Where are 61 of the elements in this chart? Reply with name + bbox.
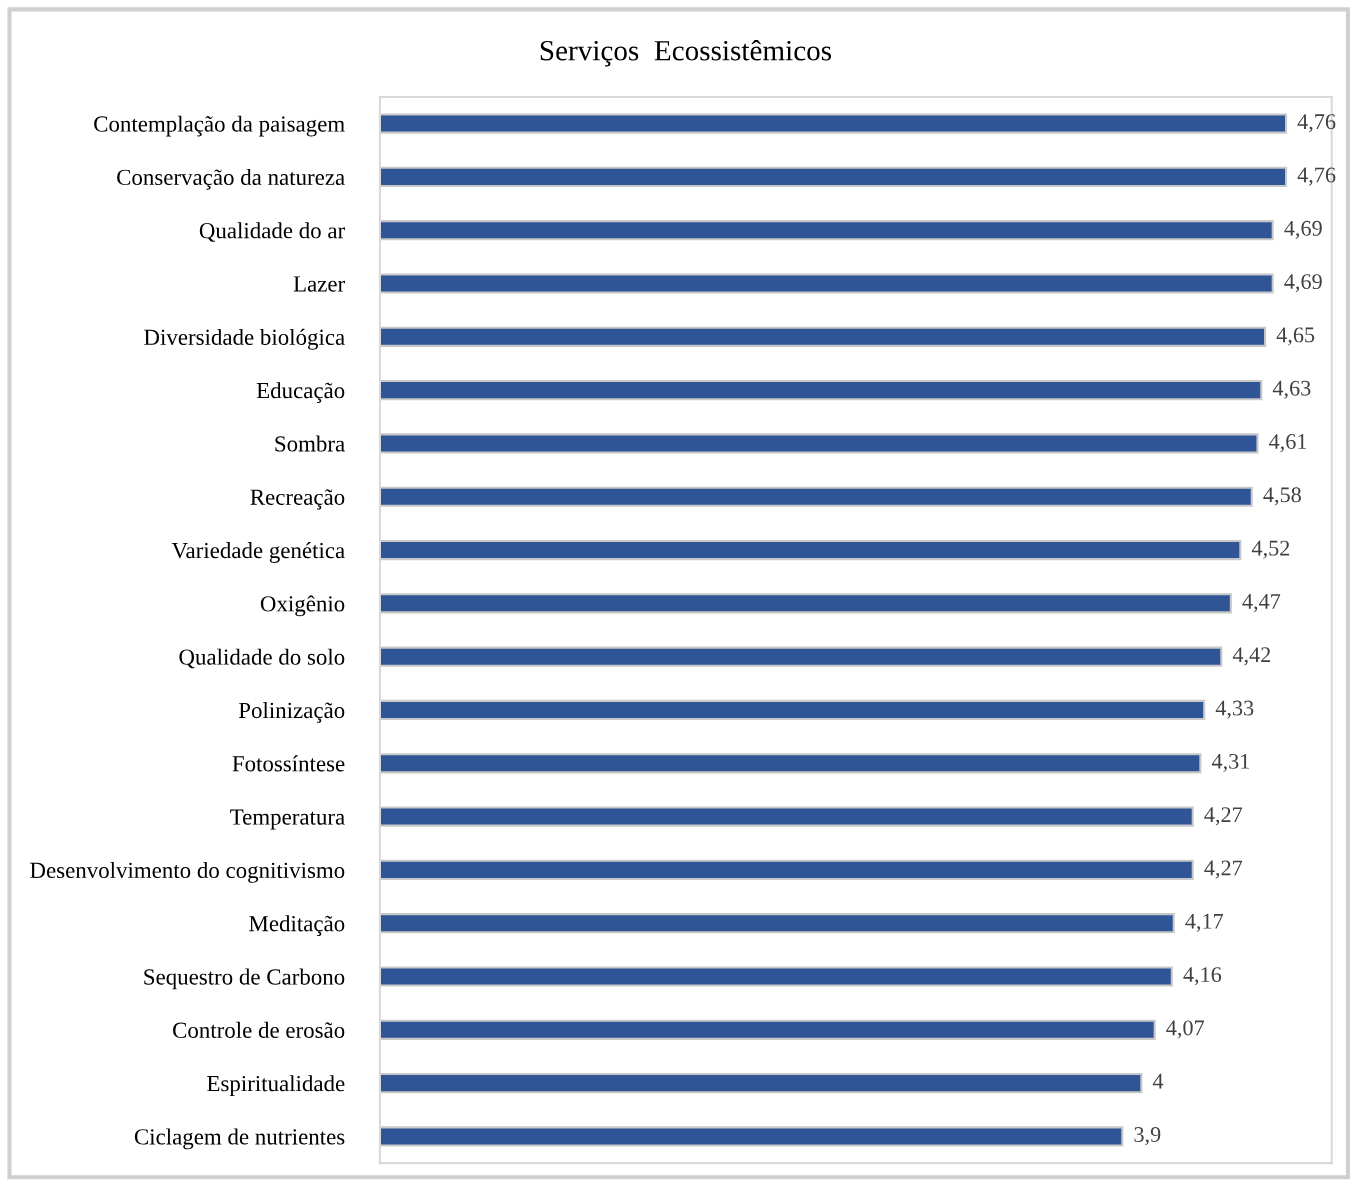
y-tick-label: Lazer bbox=[293, 276, 345, 292]
bar bbox=[379, 913, 1175, 934]
y-tick-label: Meditação bbox=[249, 915, 345, 937]
bar bbox=[379, 699, 1206, 721]
bar bbox=[379, 326, 1267, 347]
y-tick-label: Variedade genética bbox=[171, 542, 345, 563]
data-label: 4,58 bbox=[1263, 487, 1301, 506]
data-label: 3,9 bbox=[1134, 1127, 1161, 1146]
bar bbox=[379, 433, 1259, 454]
y-tick-label: Qualidade do solo bbox=[179, 648, 345, 669]
bar bbox=[379, 166, 1288, 187]
y-tick-label: Temperatura bbox=[230, 809, 345, 830]
data-label: 4,76 bbox=[1297, 114, 1336, 133]
data-label: 4,47 bbox=[1242, 594, 1281, 613]
bar bbox=[379, 646, 1223, 667]
y-tick-label: Contemplação da paisagem bbox=[94, 115, 345, 137]
y-tick-label: Polinização bbox=[238, 702, 345, 723]
data-label: 4,61 bbox=[1269, 434, 1307, 453]
y-tick-label: Educação bbox=[256, 382, 345, 403]
y-tick-label: Qualidade do ar bbox=[199, 222, 345, 242]
data-label: 4,52 bbox=[1251, 540, 1290, 559]
y-tick-label: Espiritualidade bbox=[207, 1075, 345, 1096]
y-tick-label: Sequestro de Carbono bbox=[144, 968, 345, 990]
data-label: 4,69 bbox=[1284, 220, 1322, 239]
bar bbox=[379, 539, 1242, 561]
y-tick-label: Oxigênio bbox=[260, 595, 345, 617]
data-label: 4,27 bbox=[1204, 860, 1243, 879]
data-label: 4,42 bbox=[1232, 647, 1271, 666]
data-label: 4,27 bbox=[1204, 807, 1243, 826]
y-tick-label: Conservação da natureza bbox=[117, 168, 345, 190]
data-label: 4,76 bbox=[1297, 167, 1336, 186]
y-tick-label: Desenvolvimento do cognitivismo bbox=[30, 861, 345, 883]
bar bbox=[379, 859, 1194, 880]
bar bbox=[379, 113, 1288, 134]
y-tick-label: Sombra bbox=[275, 435, 345, 452]
y-tick-label: Fotossíntese bbox=[232, 755, 345, 772]
data-label: 4,63 bbox=[1272, 380, 1311, 399]
data-label: 4,69 bbox=[1284, 274, 1322, 293]
bar bbox=[379, 966, 1173, 987]
bar bbox=[379, 1019, 1156, 1040]
bar bbox=[379, 380, 1263, 401]
bar bbox=[379, 1073, 1143, 1094]
y-tick-label: Controle de erosão bbox=[173, 1021, 345, 1038]
data-label: 4,17 bbox=[1185, 913, 1224, 932]
y-tick-label: Ciclagem de nutrientes bbox=[134, 1128, 345, 1150]
chart-title: Serviços Ecossistêmicos bbox=[540, 39, 832, 67]
bar bbox=[379, 1126, 1124, 1147]
data-label: 4,31 bbox=[1211, 753, 1250, 773]
bar bbox=[379, 593, 1232, 614]
data-label: 4,16 bbox=[1183, 967, 1222, 986]
bar bbox=[379, 220, 1274, 241]
bar bbox=[379, 806, 1194, 827]
data-label: 4 bbox=[1152, 1073, 1164, 1089]
y-tick-label: Recreação bbox=[250, 489, 345, 510]
data-label: 4,33 bbox=[1215, 700, 1254, 719]
bar bbox=[379, 273, 1274, 294]
bar bbox=[379, 486, 1253, 507]
data-label: 4,65 bbox=[1276, 327, 1315, 346]
bar bbox=[379, 753, 1202, 774]
data-label: 4,07 bbox=[1166, 1020, 1205, 1039]
y-tick-label: Diversidade biológica bbox=[144, 328, 345, 350]
